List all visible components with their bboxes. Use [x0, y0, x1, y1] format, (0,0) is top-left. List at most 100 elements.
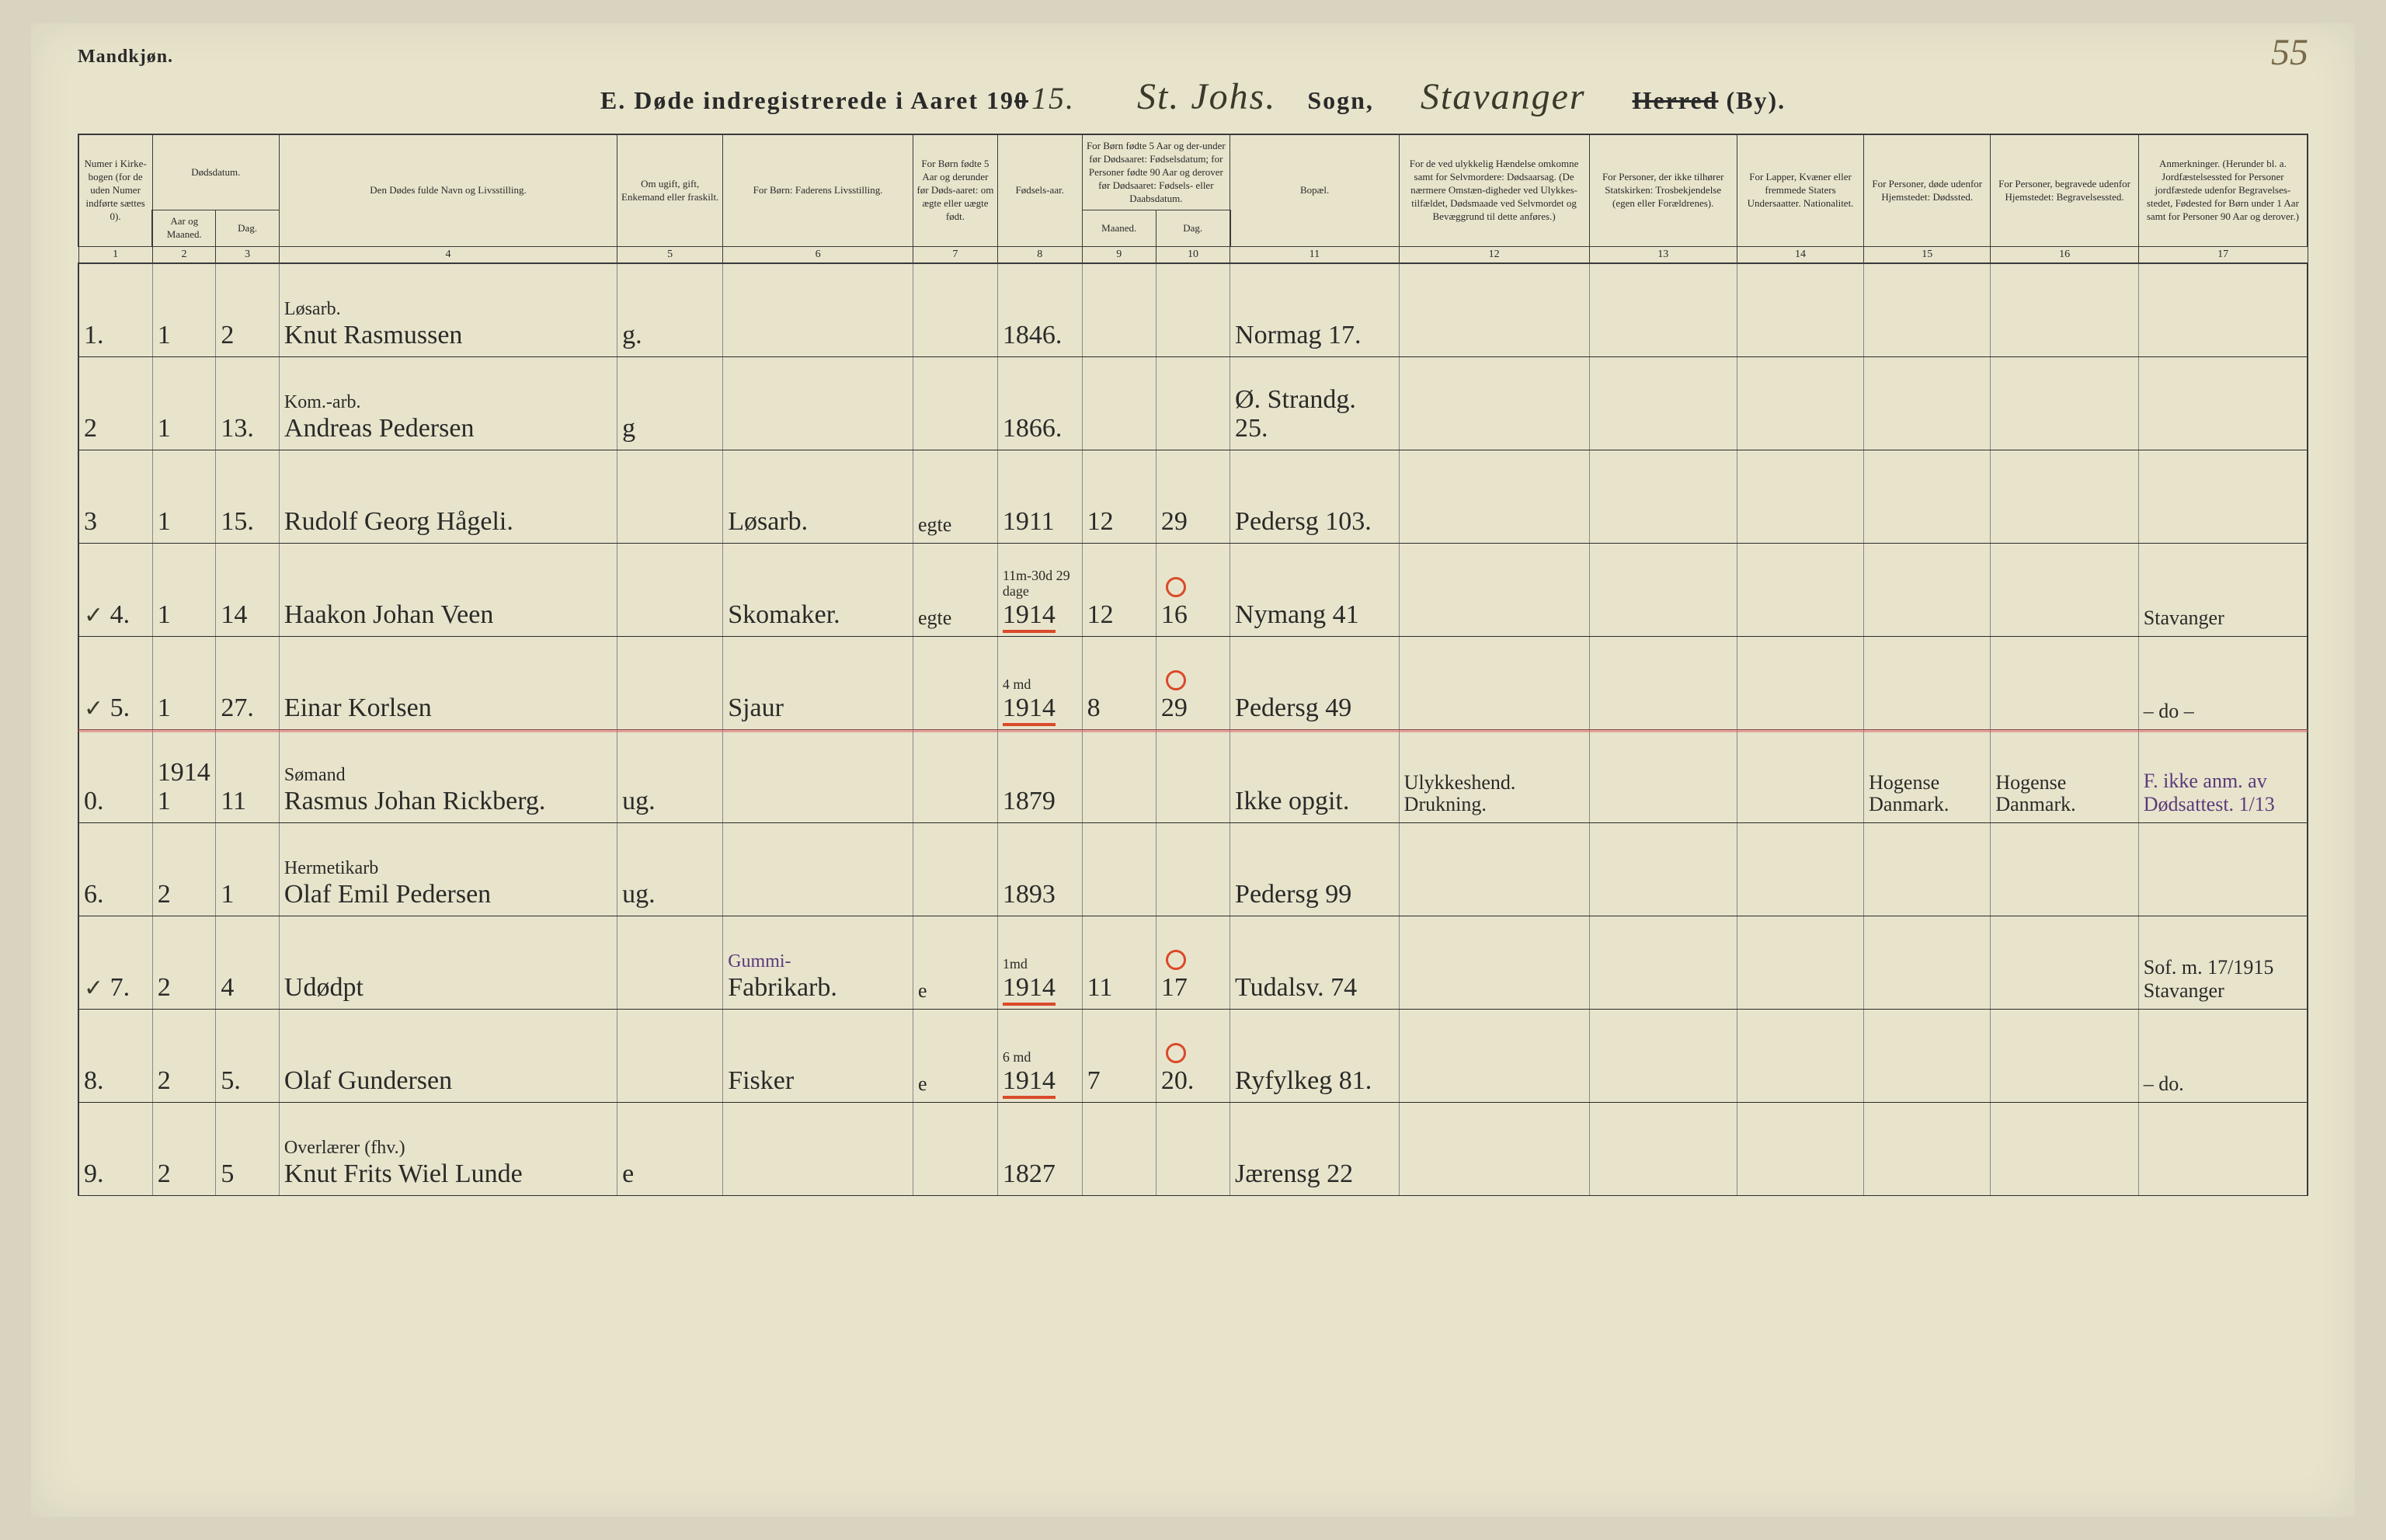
cell: 2: [152, 1009, 216, 1102]
table-head: Numer i Kirke-bogen (for de uden Numer i…: [78, 134, 2308, 263]
cell: 11: [1082, 916, 1156, 1009]
cell: 1911: [997, 450, 1082, 543]
cell: Sjaur: [723, 636, 913, 729]
cell: Hogense Danmark.: [1864, 729, 1991, 822]
table-body: 1.12Løsarb.Knut Rasmusseng.1846.Normag 1…: [78, 263, 2308, 1195]
cell: [1589, 543, 1737, 636]
cell: Olaf Gundersen: [279, 1009, 617, 1102]
cell: 1: [152, 450, 216, 543]
colnum: 3: [216, 247, 280, 264]
cell: 6 md1914: [997, 1009, 1082, 1102]
cell: [1589, 450, 1737, 543]
table-row: 6.21HermetikarbOlaf Emil Pedersenug.1893…: [78, 822, 2308, 916]
cell: 27.: [216, 636, 280, 729]
cell: 0.: [78, 729, 152, 822]
cell: 11m-30d 29 dage1914: [997, 543, 1082, 636]
cell: [1082, 263, 1156, 356]
cell: [2138, 1102, 2308, 1195]
table-row: 8.25.Olaf GundersenFiskere6 md1914720.Ry…: [78, 1009, 2308, 1102]
cell: 4 md1914: [997, 636, 1082, 729]
cell: [1399, 356, 1589, 450]
cell: 1: [152, 636, 216, 729]
cell: [723, 263, 913, 356]
cell: [913, 1102, 998, 1195]
herred-label-tail: (By).: [1718, 86, 1786, 114]
cell: [1864, 1009, 1991, 1102]
col-10-header: Dag.: [1156, 210, 1230, 247]
colnum: 4: [279, 247, 617, 264]
cell: Gummi-Fabrikarb.: [723, 916, 913, 1009]
column-number-row: 1 2 3 4 5 6 7 8 9 10 11 12 13 14 15 16 1…: [78, 247, 2308, 264]
col-3-header: Dag.: [216, 210, 280, 247]
cell: Udødpt: [279, 916, 617, 1009]
colnum: 7: [913, 247, 998, 264]
cell: [2138, 450, 2308, 543]
cell: 1827: [997, 1102, 1082, 1195]
cell: 4: [216, 916, 280, 1009]
cell: e: [913, 1009, 998, 1102]
cell: 8.: [78, 1009, 152, 1102]
col-9-header: Maaned.: [1082, 210, 1156, 247]
cell: [913, 729, 998, 822]
cell: Pedersg 103.: [1230, 450, 1400, 543]
cell: Haakon Johan Veen: [279, 543, 617, 636]
cell: 9.: [78, 1102, 152, 1195]
cell: 29: [1156, 636, 1230, 729]
cell: HermetikarbOlaf Emil Pedersen: [279, 822, 617, 916]
col-14-header: For Lapper, Kvæner eller fremmede Stater…: [1737, 134, 1863, 247]
cell: [617, 543, 723, 636]
cell: [1082, 1102, 1156, 1195]
col-11-header: Bopæl.: [1230, 134, 1400, 247]
cell: 7: [1082, 1009, 1156, 1102]
cell: 13.: [216, 356, 280, 450]
cell: Einar Korlsen: [279, 636, 617, 729]
cell: Sof. m. 17/1915 Stavanger: [2138, 916, 2308, 1009]
cell: 1md1914: [997, 916, 1082, 1009]
cell: 1866.: [997, 356, 1082, 450]
cell: [1737, 729, 1863, 822]
col-death-date-group: Dødsdatum.: [152, 134, 279, 210]
colnum: 11: [1230, 247, 1400, 264]
cell: [1589, 356, 1737, 450]
cell: 1: [152, 356, 216, 450]
cell: [617, 636, 723, 729]
cell: [1156, 356, 1230, 450]
cell: 12: [1082, 543, 1156, 636]
colnum: 1: [78, 247, 152, 264]
cell: Kom.-arb.Andreas Pedersen: [279, 356, 617, 450]
cell: ug.: [617, 822, 723, 916]
cell: egte: [913, 450, 998, 543]
cell: Stavanger: [2138, 543, 2308, 636]
cell: [1156, 1102, 1230, 1195]
cell: 19141: [152, 729, 216, 822]
cell: 11: [216, 729, 280, 822]
cell: [1399, 543, 1589, 636]
cell: [913, 636, 998, 729]
cell: Pedersg 99: [1230, 822, 1400, 916]
cell: 2: [78, 356, 152, 450]
cell: [1737, 636, 1863, 729]
cell: F. ikke anm. av Dødsattest. 1/13: [2138, 729, 2308, 822]
table-row: 2113.Kom.-arb.Andreas Pederseng1866.Ø. S…: [78, 356, 2308, 450]
cell: e: [617, 1102, 723, 1195]
cell: Hogense Danmark.: [1991, 729, 2138, 822]
colnum: 6: [723, 247, 913, 264]
cell: [1864, 356, 1991, 450]
cell: [1737, 1102, 1863, 1195]
colnum: 12: [1399, 247, 1589, 264]
cell: Normag 17.: [1230, 263, 1400, 356]
cell: [1991, 263, 2138, 356]
cell: [2138, 356, 2308, 450]
colnum: 9: [1082, 247, 1156, 264]
cell: [1399, 263, 1589, 356]
cell: 12: [1082, 450, 1156, 543]
cell: [1737, 450, 1863, 543]
cell: Ø. Strandg. 25.: [1230, 356, 1400, 450]
cell: [1864, 822, 1991, 916]
cell: 1846.: [997, 263, 1082, 356]
cell: 1893: [997, 822, 1082, 916]
cell: [913, 356, 998, 450]
cell: 1: [216, 822, 280, 916]
cell: [1864, 1102, 1991, 1195]
year-handwritten: 15.: [1031, 81, 1075, 116]
